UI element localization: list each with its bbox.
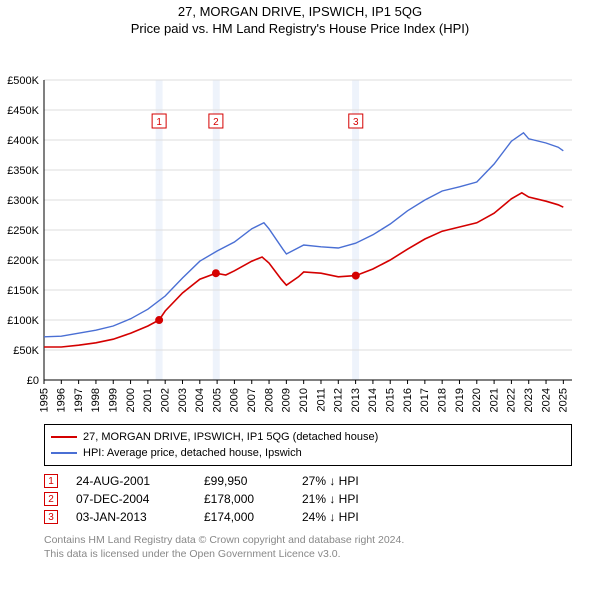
event-price: £174,000: [204, 510, 284, 524]
y-tick-label: £500K: [7, 75, 39, 87]
event-badge-num: 3: [353, 117, 359, 128]
event-date: 24-AUG-2001: [76, 474, 186, 488]
event-badge-num: 1: [156, 117, 162, 128]
event-date: 03-JAN-2013: [76, 510, 186, 524]
x-tick-label: 2013: [350, 388, 362, 412]
y-tick-label: £400K: [7, 135, 39, 147]
x-tick-label: 1997: [73, 388, 85, 412]
legend-swatch: [51, 452, 77, 454]
y-tick-label: £100K: [7, 315, 39, 327]
event-delta: 27% ↓ HPI: [302, 474, 359, 488]
legend: 27, MORGAN DRIVE, IPSWICH, IP1 5QG (deta…: [44, 424, 572, 466]
legend-label: 27, MORGAN DRIVE, IPSWICH, IP1 5QG (deta…: [83, 429, 378, 445]
event-dot: [155, 316, 163, 324]
x-tick-label: 2004: [194, 388, 206, 412]
footer-line-1: Contains HM Land Registry data © Crown c…: [44, 534, 572, 548]
x-tick-label: 2015: [385, 388, 397, 412]
event-dot: [352, 272, 360, 280]
x-tick-label: 2007: [246, 388, 258, 412]
event-delta: 24% ↓ HPI: [302, 510, 359, 524]
x-tick-label: 2000: [125, 388, 137, 412]
x-tick-label: 2003: [177, 388, 189, 412]
chart: £0 £50K £100K £150K £200K £250K £300K £350K £400…: [0, 36, 600, 418]
event-marker: 3: [44, 510, 58, 524]
x-tick-label: 2017: [419, 388, 431, 412]
legend-row: HPI: Average price, detached house, Ipsw…: [51, 445, 565, 461]
x-tick-label: 2009: [281, 388, 293, 412]
event-row: 1 24-AUG-2001 £99,950 27% ↓ HPI: [44, 474, 572, 488]
event-price: £99,950: [204, 474, 284, 488]
y-tick-label: £300K: [7, 195, 39, 207]
legend-label: HPI: Average price, detached house, Ipsw…: [83, 445, 302, 461]
series-hpi: [44, 133, 563, 337]
x-tick-label: 2012: [333, 388, 345, 412]
x-tick-label: 2006: [229, 388, 241, 412]
y-tick-label: £450K: [7, 105, 39, 117]
x-tick-label: 2010: [298, 388, 310, 412]
x-tick-label: 2005: [211, 388, 223, 412]
legend-swatch: [51, 436, 77, 438]
title-address: 27, MORGAN DRIVE, IPSWICH, IP1 5QG: [0, 4, 600, 19]
x-tick-label: 2023: [523, 388, 535, 412]
x-tick-label: 2001: [142, 388, 154, 412]
x-tick-label: 2016: [402, 388, 414, 412]
y-tick-label: £50K: [13, 345, 39, 357]
y-tick-label: £350K: [7, 165, 39, 177]
event-delta: 21% ↓ HPI: [302, 492, 359, 506]
x-tick-label: 2019: [454, 388, 466, 412]
event-date: 07-DEC-2004: [76, 492, 186, 506]
legend-row: 27, MORGAN DRIVE, IPSWICH, IP1 5QG (deta…: [51, 429, 565, 445]
x-tick-label: 1998: [90, 388, 102, 412]
y-tick-label: £150K: [7, 285, 39, 297]
y-tick-label: £250K: [7, 225, 39, 237]
event-row: 2 07-DEC-2004 £178,000 21% ↓ HPI: [44, 492, 572, 506]
x-tick-label: 2025: [558, 388, 570, 412]
title-subtitle: Price paid vs. HM Land Registry's House …: [0, 21, 600, 36]
chart-svg: £0 £50K £100K £150K £200K £250K £300K £350K £400…: [0, 36, 600, 418]
x-tick-label: 2011: [315, 388, 327, 412]
event-row: 3 03-JAN-2013 £174,000 24% ↓ HPI: [44, 510, 572, 524]
x-tick-label: 1996: [56, 388, 68, 412]
events-table: 1 24-AUG-2001 £99,950 27% ↓ HPI 2 07-DEC-2004…: [44, 474, 572, 524]
x-tick-label: 2008: [263, 388, 275, 412]
x-tick-label: 1999: [108, 388, 120, 412]
y-tick-label: £200K: [7, 255, 39, 267]
event-marker: 2: [44, 492, 58, 506]
event-price: £178,000: [204, 492, 284, 506]
figure-container: 27, MORGAN DRIVE, IPSWICH, IP1 5QG Price…: [0, 0, 600, 561]
footer-line-2: This data is licensed under the Open Gov…: [44, 548, 572, 562]
x-tick-label: 2020: [471, 388, 483, 412]
x-tick-label: 2002: [159, 388, 171, 412]
series-price_paid: [44, 193, 563, 347]
x-tick-label: 2018: [436, 388, 448, 412]
event-badge-num: 2: [213, 117, 219, 128]
x-tick-label: 1995: [38, 388, 50, 412]
x-tick-label: 2014: [367, 388, 379, 412]
y-tick-label: £0: [27, 375, 39, 387]
x-tick-label: 2022: [506, 388, 518, 412]
x-tick-label: 2024: [540, 388, 552, 412]
event-dot: [212, 269, 220, 277]
x-tick-label: 2021: [488, 388, 500, 412]
titles: 27, MORGAN DRIVE, IPSWICH, IP1 5QG Price…: [0, 0, 600, 36]
event-marker: 1: [44, 474, 58, 488]
footer: Contains HM Land Registry data © Crown c…: [44, 534, 572, 561]
